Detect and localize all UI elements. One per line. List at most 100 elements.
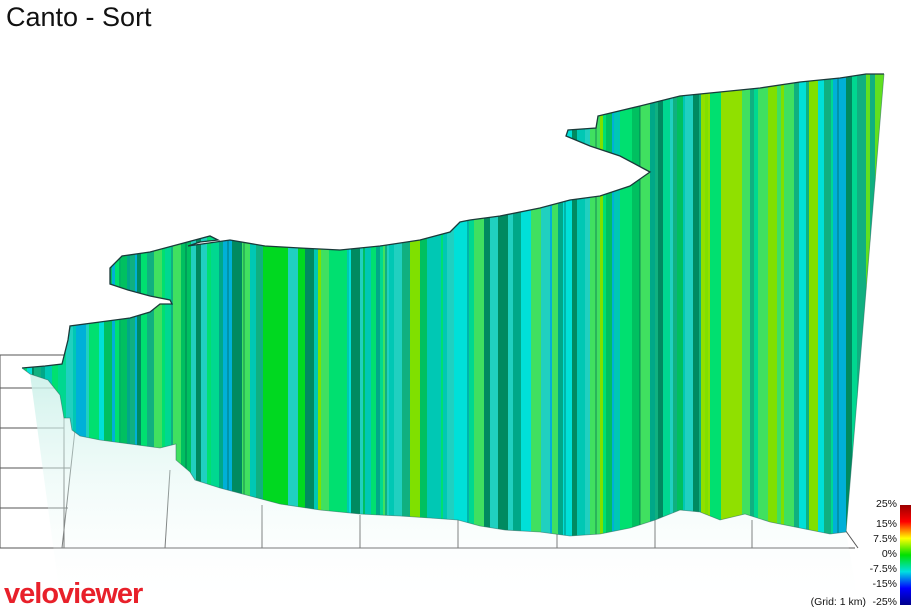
gradient-strip [34, 74, 42, 536]
gradient-strip [329, 74, 339, 536]
gradient-legend-bar [900, 505, 911, 605]
gradient-strip [263, 74, 272, 536]
gradient-strip [625, 74, 633, 536]
veloviewer-logo[interactable]: veloviewer [4, 578, 143, 611]
gradient-strip [730, 74, 741, 536]
gradient-strip [710, 74, 716, 536]
gradient-strip [32, 74, 35, 536]
grid-scale-note: (Grid: 1 km) [810, 596, 866, 608]
gradient-strip [768, 74, 778, 536]
gradient-strip [685, 74, 694, 536]
gradient-strip [427, 74, 433, 536]
legend-label: 0% [881, 548, 897, 560]
gradient-strip [777, 74, 782, 536]
gradient-strip [701, 74, 706, 536]
gradient-strip [219, 74, 224, 536]
gradient-strip [632, 74, 641, 536]
gradient-strip [838, 74, 847, 536]
gradient-strip [349, 74, 352, 536]
gradient-strip [750, 74, 755, 536]
gradient-strip [693, 74, 700, 536]
logo-part-viewer: viewer [58, 578, 143, 610]
gradient-strip [715, 74, 722, 536]
gradient-strip [563, 74, 573, 536]
gradient-strip [603, 74, 607, 536]
gradient-strip [250, 74, 257, 536]
gradient-strip [41, 74, 46, 536]
gradient-strip [606, 74, 613, 536]
gradient-strip [620, 74, 626, 536]
gradient-strip [655, 74, 659, 536]
gradient-strip [572, 74, 578, 536]
gradient-strip [162, 74, 166, 536]
gradient-strip [173, 74, 182, 536]
gradient-strip [513, 74, 522, 536]
gradient-strip [165, 74, 172, 536]
gradient-strip [781, 74, 785, 536]
page-title: Canto - Sort [6, 2, 152, 32]
gradient-strip [305, 74, 315, 536]
gradient-strip [281, 74, 289, 536]
gradient-strip [585, 74, 591, 536]
gradient-strip [314, 74, 319, 536]
gradient-strip [705, 74, 709, 536]
reflection-shape [30, 374, 860, 612]
gradient-strip [201, 74, 208, 536]
gradient-strip [490, 74, 499, 536]
gradient-strip [380, 74, 384, 536]
gradient-strip [699, 74, 702, 536]
gradient-strip [600, 74, 604, 536]
gradient-strip [799, 74, 807, 536]
gradient-strip [824, 74, 832, 536]
gradient-strip [387, 74, 390, 536]
gradient-strip [866, 74, 871, 536]
legend-label: -15% [872, 578, 897, 590]
gradient-strip [663, 74, 671, 536]
gradient-strip [298, 74, 306, 536]
legend-label: 25% [875, 498, 897, 510]
gradient-strip [886, 60, 893, 560]
gradient-strip [441, 74, 444, 536]
gradient-strip [271, 74, 282, 536]
profile-bottom-outline [21, 73, 885, 537]
gradient-strip [288, 74, 299, 536]
ground-reflection [30, 374, 860, 612]
gradient-strip [721, 74, 731, 536]
gradient-strip [385, 74, 388, 536]
gradient-strip [484, 74, 491, 536]
gradient-strip [24, 74, 28, 536]
gradient-strip [260, 74, 264, 536]
gradient-strip [758, 74, 769, 536]
gradient-strip [683, 74, 686, 536]
gradient-strip [22, 74, 25, 536]
gradient-strip [207, 74, 212, 536]
gradient-strip [351, 74, 361, 536]
gradient-strip [318, 74, 322, 536]
gradient-strip [650, 74, 656, 536]
gradient-strip [508, 74, 514, 536]
legend-label: 15% [875, 518, 897, 530]
gradient-strip [677, 74, 684, 536]
gradient-strip [371, 74, 377, 536]
gradient-strip [447, 74, 455, 536]
gradient-strip [454, 74, 460, 536]
gradient-strip [402, 74, 411, 536]
gradient-strip [754, 74, 759, 536]
gradient-strip [742, 74, 751, 536]
gradient-strip [256, 74, 261, 536]
gradient-strip [809, 74, 819, 536]
legend-label: 7.5% [873, 533, 897, 545]
gradient-strip [432, 74, 442, 536]
gradient-strip [347, 74, 350, 536]
gradient-strip [365, 74, 372, 536]
legend-label: -7.5% [869, 563, 897, 575]
gradient-strip [708, 74, 711, 536]
gradient-strip [383, 74, 386, 536]
gradient-strip [846, 74, 853, 536]
logo-part-velo: velo [4, 578, 59, 610]
legend-label: -25% [872, 596, 897, 608]
profile-top-outline [21, 73, 884, 369]
gradient-strip [469, 74, 475, 536]
gradient-strip [794, 74, 800, 536]
